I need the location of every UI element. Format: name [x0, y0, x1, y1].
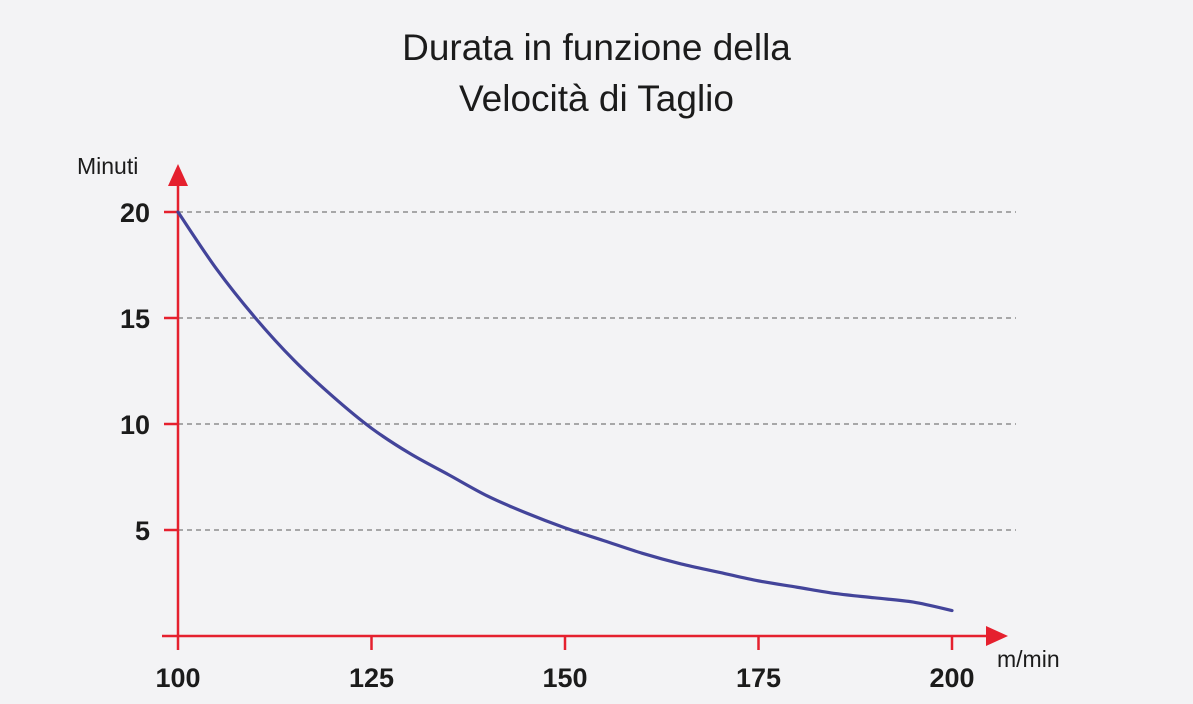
series-layer	[176, 210, 954, 613]
ticks: 5 10 15 20 100 125 150 175 200	[120, 198, 975, 693]
x-tick-label-200: 200	[929, 663, 974, 693]
y-tick-label-10: 10	[120, 410, 150, 440]
chart-title-line-2: Velocità di Taglio	[459, 78, 734, 119]
x-tick-label-100: 100	[155, 663, 200, 693]
y-axis-label: Minuti	[77, 153, 138, 179]
x-axis-arrow-icon	[986, 626, 1008, 646]
x-tick-label-150: 150	[542, 663, 587, 693]
x-axis-label: m/min	[997, 646, 1060, 672]
x-tick-label-125: 125	[349, 663, 394, 693]
axes	[162, 164, 1008, 646]
gridlines	[178, 211, 1016, 531]
x-tick-label-175: 175	[736, 663, 781, 693]
y-tick-label-15: 15	[120, 304, 150, 334]
y-tick-label-5: 5	[135, 516, 150, 546]
y-tick-label-20: 20	[120, 198, 150, 228]
chart-title: Durata in funzione della Velocità di Tag…	[0, 22, 1193, 124]
y-axis-arrow-icon	[168, 164, 188, 186]
chart-title-line-1: Durata in funzione della	[402, 27, 791, 68]
series-line-0	[176, 210, 954, 613]
